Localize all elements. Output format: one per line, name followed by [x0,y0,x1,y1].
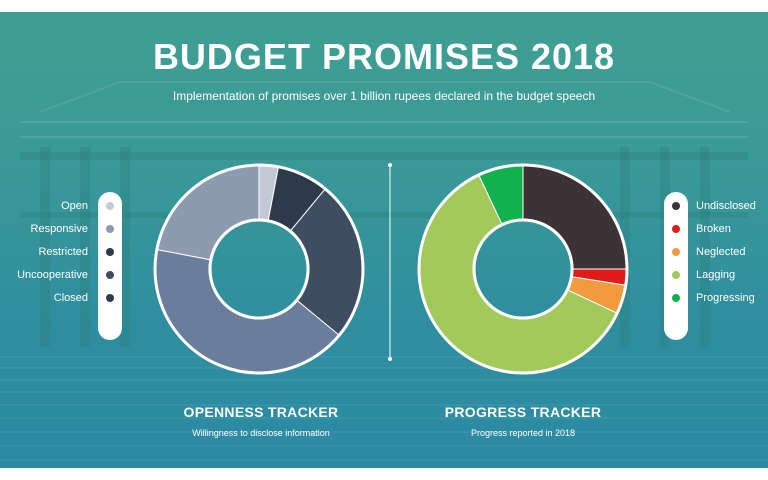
openness-legend-dot-restricted [106,248,114,256]
openness-legend-dot-uncooperative [106,271,114,279]
openness-legend-label-restricted: Restricted [38,246,88,258]
progress-legend-label-undisclosed: Undisclosed [696,200,756,212]
progress-donut-outline [417,163,629,375]
openness-legend-dot-open [106,202,114,210]
progress-tracker-title: PROGRESS TRACKER [444,404,602,420]
progress-donut-hole [472,218,574,320]
progress-legend-dot-neglected [672,248,680,256]
progress-legend [664,192,688,340]
openness-legend-label-closed: Closed [53,292,88,304]
progress-legend-dot-lagging [672,271,680,279]
openness-donut-outline [153,163,365,375]
openness-donut-chart [153,163,365,375]
progress-donut-chart [417,163,629,375]
progress-tracker-subtitle: Progress reported in 2018 [470,428,576,438]
progress-legend-dot-broken [672,225,680,233]
openness-legend-label-open: Open [61,200,88,212]
openness-tracker-subtitle: Willingness to disclose information [192,428,330,438]
page-title: BUDGET PROMISES 2018 [152,36,616,77]
openness-tracker-title: OPENNESS TRACKER [183,404,339,420]
progress-legend-dot-undisclosed [672,202,680,210]
openness-legend-dot-closed [106,294,114,302]
openness-legend-label-uncooperative: Uncooperative [17,269,88,281]
progress-legend-dot-progressing [672,294,680,302]
page-subtitle: Implementation of promises over 1 billio… [172,89,596,103]
progress-legend-label-neglected: Neglected [696,246,746,258]
progress-legend-label-progressing: Progressing [696,292,755,304]
banner: BUDGET PROMISES 2018 Implementation of p… [0,12,768,468]
openness-legend-label-responsive: Responsive [30,223,88,235]
center-divider [388,163,392,361]
openness-donut-hole [208,218,310,320]
openness-legend-dot-responsive [106,225,114,233]
openness-legend [98,192,122,340]
progress-legend-label-broken: Broken [696,223,731,235]
progress-legend-label-lagging: Lagging [696,269,736,281]
